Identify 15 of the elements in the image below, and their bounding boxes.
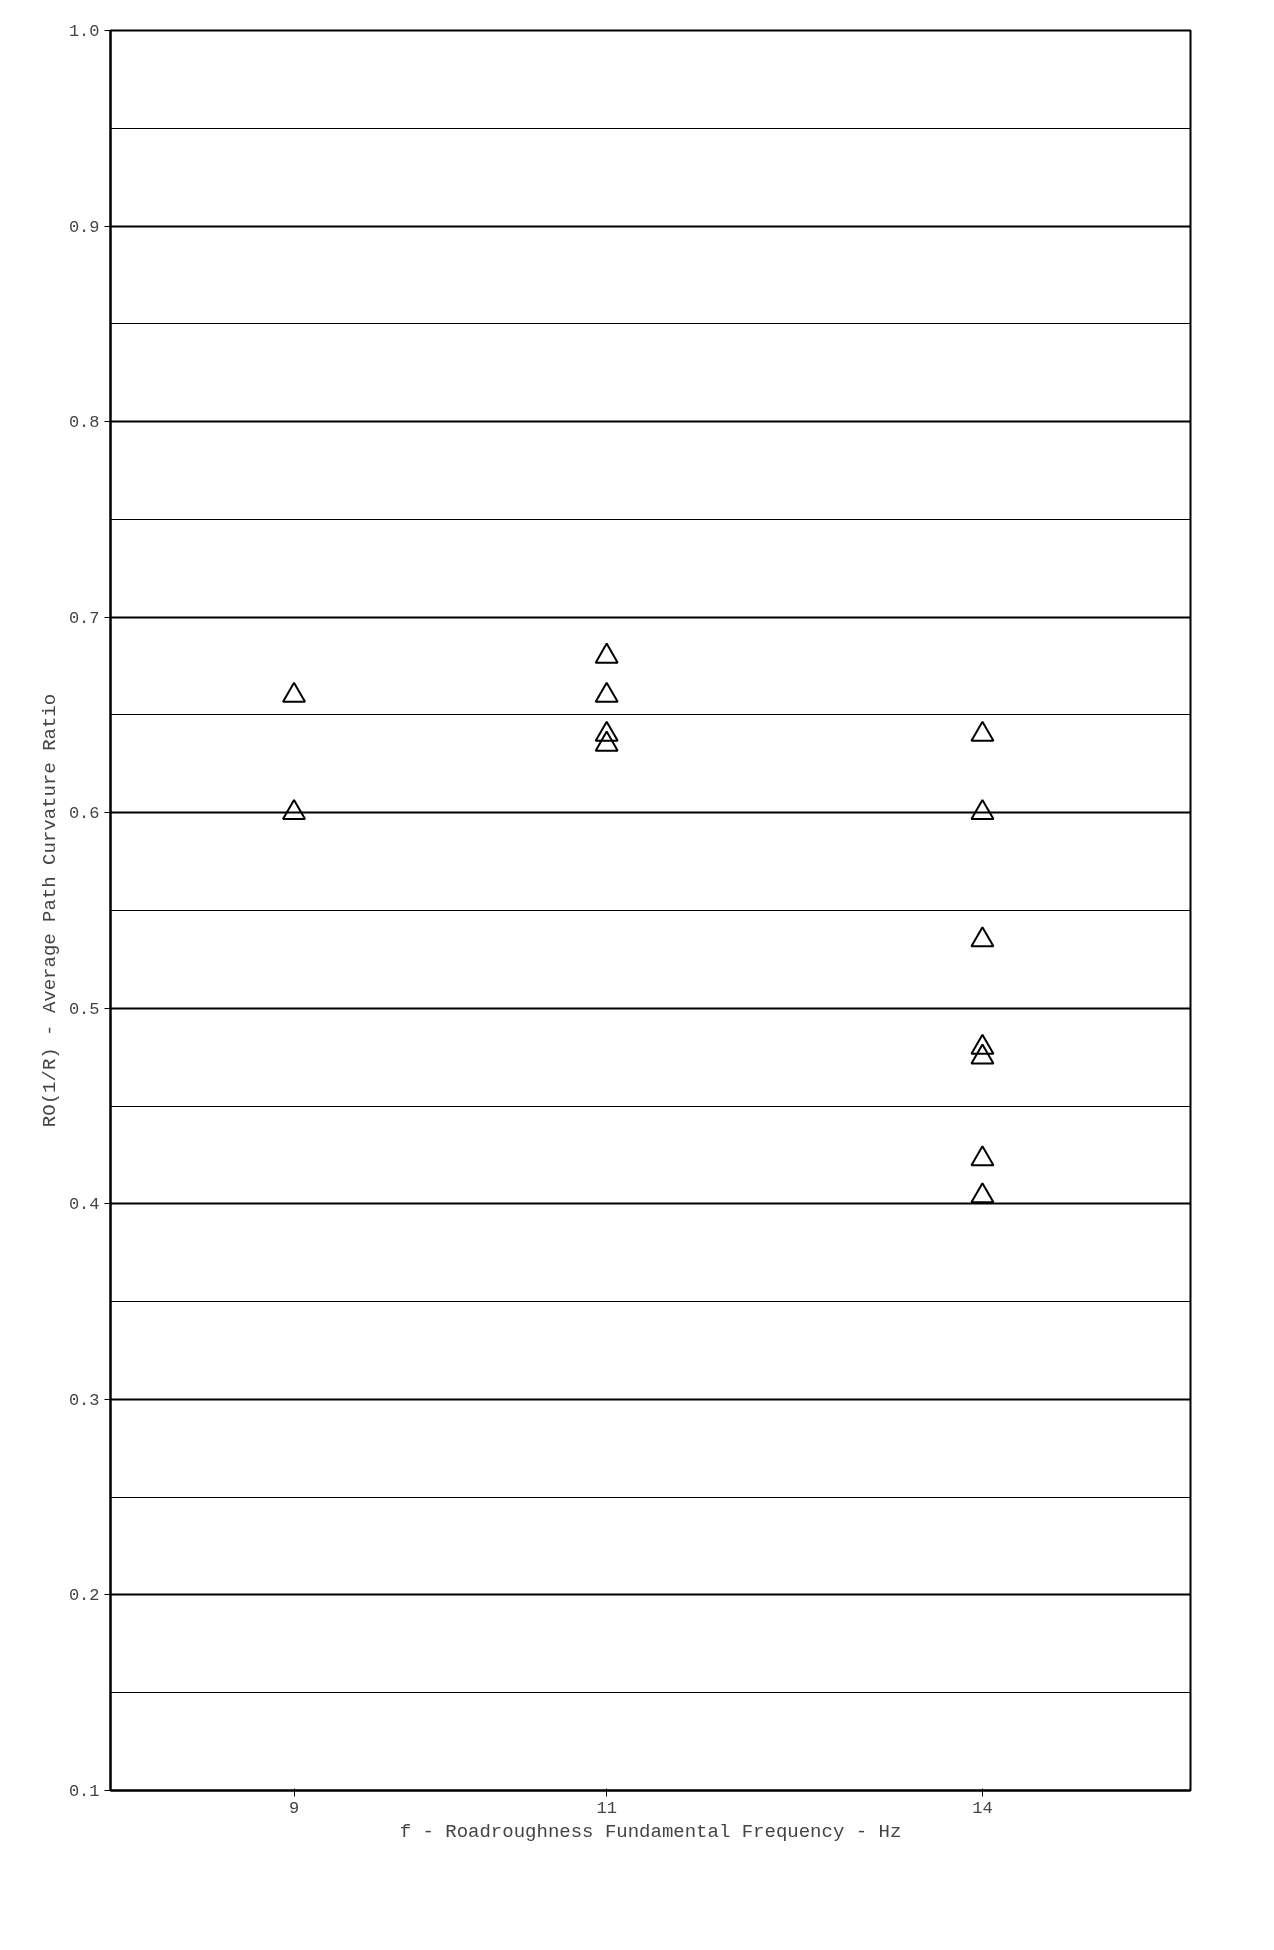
- x-axis-title: f - Roadroughness Fundamental Frequency - Hz: [399, 1820, 902, 1843]
- y-tick-label: 0.3: [68, 1390, 100, 1410]
- x-tick-label: 9: [288, 1798, 300, 1818]
- y-tick-label: 0.5: [68, 999, 100, 1019]
- x-tick-label: 11: [596, 1798, 617, 1818]
- y-tick-label: 0.9: [68, 217, 100, 237]
- y-tick-label: 0.2: [68, 1586, 100, 1606]
- y-tick-label: 0.8: [68, 413, 100, 433]
- y-tick-label: 0.6: [68, 804, 100, 824]
- x-tick-label: 14: [972, 1798, 993, 1818]
- y-tick-label: 1.0: [68, 22, 100, 41]
- y-axis-title: RO(1/R) - Average Path Curvature Ratio: [38, 693, 61, 1128]
- y-tick-label: 0.4: [68, 1195, 100, 1215]
- y-tick-label: 0.7: [68, 608, 100, 628]
- y-tick-label: 0.1: [68, 1782, 100, 1801]
